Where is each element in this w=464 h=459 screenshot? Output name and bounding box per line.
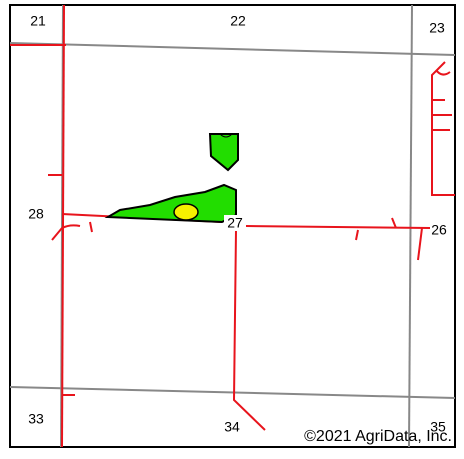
section-label: 28 bbox=[28, 206, 44, 222]
section-label: 26 bbox=[431, 222, 447, 238]
field-area bbox=[208, 133, 239, 172]
section-label: 33 bbox=[28, 411, 44, 427]
section-label: 22 bbox=[230, 13, 246, 29]
section-label: 34 bbox=[224, 419, 240, 435]
section-line bbox=[9, 42, 456, 56]
section-label: 23 bbox=[429, 20, 445, 36]
label-background bbox=[224, 215, 246, 231]
section-label: 35 bbox=[430, 419, 446, 435]
field-detail bbox=[219, 133, 233, 138]
section-label: 27 bbox=[227, 215, 243, 231]
field-spot bbox=[173, 203, 199, 221]
road bbox=[61, 4, 65, 448]
road bbox=[48, 174, 423, 396]
field bbox=[104, 133, 239, 224]
road bbox=[431, 61, 455, 196]
road bbox=[232, 229, 266, 431]
section-line bbox=[9, 386, 456, 399]
section-label: 21 bbox=[30, 13, 46, 29]
copyright: ©2021 AgriData, Inc. bbox=[304, 428, 452, 445]
section-line bbox=[408, 4, 413, 448]
